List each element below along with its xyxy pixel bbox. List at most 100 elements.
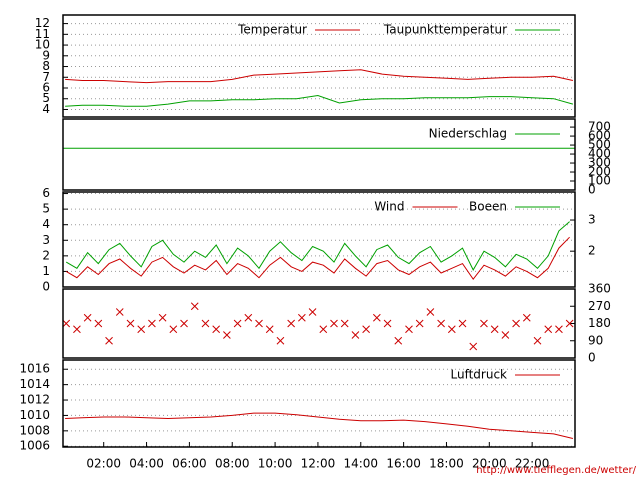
point bbox=[340, 319, 349, 328]
point bbox=[458, 319, 467, 328]
y-tick-label: 400 bbox=[588, 147, 611, 161]
y-tick-label: 0 bbox=[588, 183, 596, 197]
y-tick-label: 5 bbox=[42, 202, 50, 216]
panel-frame bbox=[62, 191, 576, 288]
y-tick-label: 180 bbox=[588, 316, 611, 330]
y-tick-label: 1 bbox=[42, 264, 50, 278]
point bbox=[372, 313, 381, 322]
x-tick-label: 02:00 bbox=[86, 457, 121, 471]
y-tick-label: 2 bbox=[42, 248, 50, 262]
series-line bbox=[65, 412, 574, 439]
y-tick-label: 9 bbox=[42, 48, 50, 62]
point bbox=[469, 342, 478, 351]
point bbox=[180, 319, 188, 328]
x-tick-label: 18:00 bbox=[429, 457, 464, 471]
point bbox=[544, 325, 553, 334]
panel-frame bbox=[62, 359, 576, 448]
series-line bbox=[65, 236, 570, 281]
x-tick-label: 10:00 bbox=[258, 457, 293, 471]
legend-label: Temperatur bbox=[237, 23, 307, 37]
y-tick-label: 1008 bbox=[19, 423, 50, 437]
y-tick-label: 700 bbox=[588, 120, 611, 134]
point bbox=[223, 331, 231, 339]
y-tick-label: 4 bbox=[42, 217, 50, 231]
point bbox=[244, 313, 253, 322]
x-tick-label: 12:00 bbox=[301, 457, 336, 471]
y-tick-label: 100 bbox=[588, 174, 611, 188]
panel-frame bbox=[62, 14, 576, 118]
legend-label: Niederschlag bbox=[429, 127, 507, 141]
x-tick-label: 20:00 bbox=[472, 457, 507, 471]
point bbox=[94, 319, 103, 328]
series-line bbox=[65, 69, 574, 84]
y-tick-label: 5 bbox=[42, 91, 50, 105]
point bbox=[83, 313, 92, 322]
y-tick-label: 3 bbox=[42, 233, 50, 247]
point bbox=[105, 336, 113, 345]
point bbox=[480, 319, 488, 328]
point bbox=[501, 331, 510, 339]
panel-frame bbox=[62, 288, 576, 359]
y-tick-label: 10 bbox=[35, 38, 50, 52]
y-tick-label: 6 bbox=[42, 81, 50, 95]
y-tick-label: 300 bbox=[588, 156, 611, 170]
point bbox=[190, 302, 199, 311]
point bbox=[287, 319, 296, 328]
y-tick-label: 0 bbox=[42, 280, 50, 294]
x-tick-label: 16:00 bbox=[386, 457, 421, 471]
legend-label: Wind bbox=[374, 200, 404, 214]
x-tick-label: 04:00 bbox=[129, 457, 164, 471]
point bbox=[555, 325, 563, 334]
point bbox=[522, 313, 531, 322]
x-tick-label: 08:00 bbox=[215, 457, 250, 471]
point bbox=[62, 319, 71, 328]
legend-label: Boeen bbox=[469, 200, 507, 214]
point bbox=[565, 319, 574, 328]
point bbox=[308, 308, 317, 316]
footer-link: http://www.tiefflegen.de/wetter/ bbox=[476, 465, 636, 476]
point bbox=[158, 313, 167, 322]
point bbox=[533, 336, 542, 345]
point bbox=[201, 319, 210, 328]
y-tick-label: 90 bbox=[588, 333, 603, 347]
point bbox=[447, 325, 456, 334]
point bbox=[137, 325, 146, 334]
point bbox=[265, 325, 274, 334]
point bbox=[415, 319, 424, 328]
y-tick-label: 500 bbox=[588, 138, 611, 152]
y2-tick-label: 2 bbox=[588, 244, 596, 258]
point bbox=[512, 319, 520, 328]
y-tick-label: 8 bbox=[42, 59, 50, 73]
y-tick-label: 11 bbox=[35, 27, 50, 41]
y-tick-label: 360 bbox=[588, 282, 611, 296]
y-tick-label: 6 bbox=[42, 186, 50, 200]
point bbox=[405, 325, 413, 334]
y-tick-label: 270 bbox=[588, 299, 611, 313]
x-tick-label: 14:00 bbox=[343, 457, 378, 471]
point bbox=[426, 308, 435, 316]
point bbox=[394, 336, 403, 345]
y-tick-label: 7 bbox=[42, 70, 50, 84]
y-tick-label: 1010 bbox=[19, 408, 50, 422]
point bbox=[255, 319, 263, 328]
point bbox=[233, 319, 242, 328]
y-tick-label: 1016 bbox=[19, 362, 50, 376]
point bbox=[437, 319, 445, 328]
y-tick-label: 1006 bbox=[19, 439, 50, 453]
point bbox=[212, 325, 221, 334]
x-tick-label: 06:00 bbox=[172, 457, 207, 471]
point bbox=[169, 325, 178, 334]
point bbox=[383, 319, 392, 328]
point bbox=[115, 308, 124, 316]
x-tick-label: 22:00 bbox=[515, 457, 550, 471]
y-tick-label: 4 bbox=[42, 102, 50, 116]
y-tick-label: 1012 bbox=[19, 393, 50, 407]
series-line bbox=[65, 221, 570, 271]
point bbox=[126, 319, 135, 328]
y-tick-label: 200 bbox=[588, 165, 611, 179]
legend-label: Taupunkttemperatur bbox=[383, 23, 507, 37]
point bbox=[351, 331, 360, 339]
point bbox=[330, 319, 338, 328]
